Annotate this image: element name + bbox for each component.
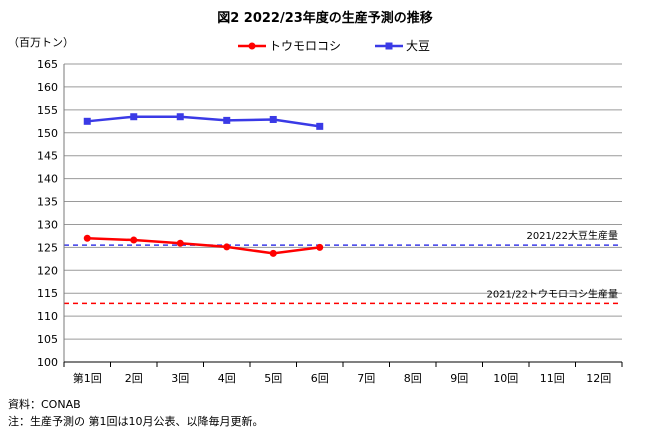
data-point [83, 234, 91, 242]
series-layer [83, 113, 324, 257]
legend-marker [248, 42, 256, 50]
y-tick-label: 130 [37, 218, 58, 231]
data-point [223, 243, 231, 251]
x-tick-label: 12回 [586, 372, 611, 385]
x-tick-label: 10回 [493, 372, 518, 385]
y-tick-label: 135 [37, 196, 58, 209]
data-point [316, 122, 324, 130]
y-tick-label: 100 [37, 356, 58, 369]
y-tick-label: 140 [37, 173, 58, 186]
y-axis-unit-label: （百万トン） [8, 36, 74, 49]
y-tick-label: 105 [37, 333, 58, 346]
x-tick-label: 4回 [218, 372, 236, 385]
y-tick-label: 115 [37, 287, 58, 300]
y-tick-label: 145 [37, 150, 58, 163]
series-line [87, 236, 320, 255]
legend-label: 大豆 [406, 39, 430, 53]
data-point [176, 113, 184, 121]
chart-title: 図2 2022/23年度の生産予測の推移 [217, 10, 433, 26]
legend-label: トウモロコシ [269, 39, 341, 53]
legend-marker [385, 42, 393, 50]
x-tick-label: 11回 [540, 372, 565, 385]
data-point [130, 236, 138, 244]
reference-line-label: 2021/22トウモロコシ生産量 [486, 287, 618, 300]
x-tick-label: 5回 [264, 372, 282, 385]
y-tick-label: 160 [37, 81, 58, 94]
y-tick-label: 110 [37, 310, 58, 323]
reference-lines: 2021/22大豆生産量 2021/22トウモロコシ生産量 [64, 229, 622, 305]
data-point [176, 239, 184, 247]
y-tick-label: 125 [37, 241, 58, 254]
reference-line-label: 2021/22大豆生産量 [526, 229, 618, 242]
x-tick-label: 第1回 [73, 371, 102, 385]
y-tick-label: 155 [37, 104, 58, 117]
data-point [223, 116, 231, 124]
y-tick-label: 165 [37, 58, 58, 71]
data-point [269, 249, 277, 257]
x-tick-label: 3回 [171, 372, 189, 385]
y-tick-label: 120 [37, 264, 58, 277]
footnote: 注：生産予測の 第1回は10月公表、以降毎月更新。 [8, 414, 264, 428]
data-point [83, 117, 91, 125]
data-point [269, 115, 277, 123]
x-tick-label: 8回 [404, 372, 422, 385]
x-tick-label: 6回 [311, 372, 329, 385]
x-tick-label: 9回 [450, 372, 468, 385]
axes: 100 105 110 115 120 125 130 135 140 145 150 155 160 1… [37, 58, 623, 385]
x-tick-label: 2回 [125, 372, 143, 385]
grid-lines [64, 63, 622, 340]
series-line [87, 115, 320, 128]
data-point [316, 243, 324, 251]
legend: トウモロコシ 大豆 [238, 39, 430, 53]
y-tick-label: 150 [37, 127, 58, 140]
x-tick-label: 7回 [357, 372, 375, 385]
source-note: 資料：CONAB [8, 397, 81, 411]
data-point [130, 113, 138, 121]
